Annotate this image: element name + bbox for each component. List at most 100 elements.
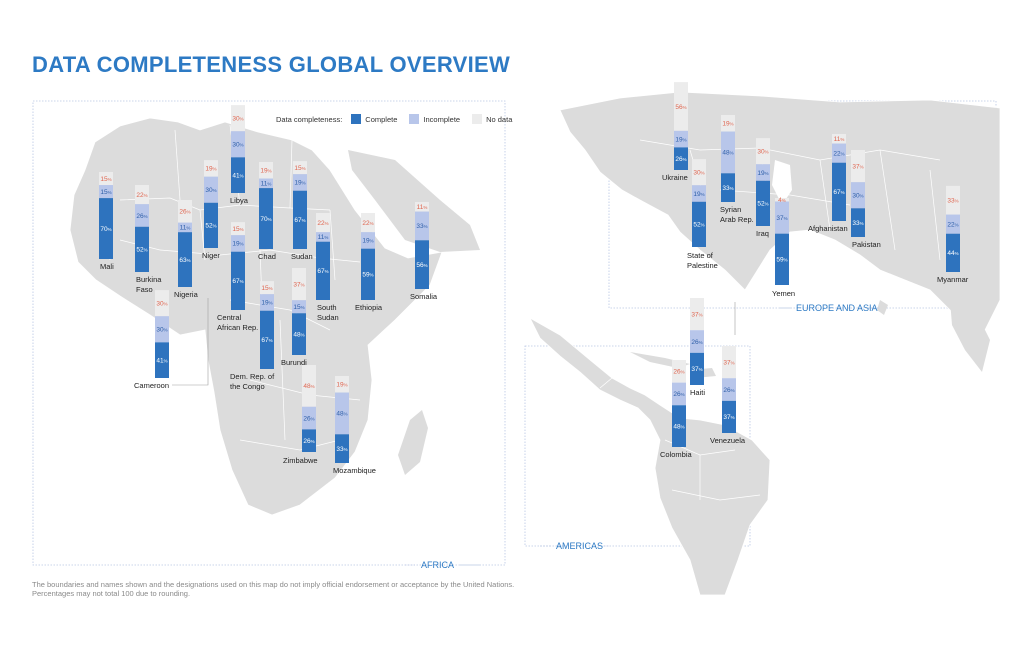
- bar-nodata-iraq: [756, 138, 770, 165]
- value-incomplete-mozambique: 48%: [336, 411, 347, 418]
- value-nodata-zimbabwe: 48%: [303, 383, 314, 390]
- bar-nodata-somalia: [415, 202, 429, 212]
- bar-incomplete-dem-rep-of-the-congo: [260, 294, 274, 311]
- legend-item-complete: Complete: [351, 114, 397, 124]
- bar-incomplete-myanmar: [946, 214, 960, 234]
- bar-incomplete-colombia: [672, 382, 686, 406]
- caspian-sea: [772, 160, 792, 205]
- country-label-niger: Niger: [202, 251, 220, 260]
- country-label-chad: Chad: [258, 252, 276, 261]
- value-nodata-sudan: 15%: [294, 165, 305, 172]
- value-incomplete-nigeria: 11%: [180, 225, 191, 232]
- legend-label-nodata: No data: [486, 114, 513, 124]
- value-complete-dem-rep-of-the-congo: 67%: [261, 337, 272, 344]
- country-label-colombia: Colombia: [660, 450, 692, 459]
- value-complete-afghanistan: 67%: [833, 189, 844, 196]
- bar-nodata-burundi: [292, 268, 306, 301]
- value-nodata-dem-rep-of-the-congo: 15%: [261, 285, 272, 292]
- value-nodata-iraq: 30%: [757, 148, 768, 155]
- bar-nodata-south-sudan: [316, 213, 330, 233]
- value-nodata-south-sudan: 22%: [317, 220, 328, 227]
- bar-nodata-colombia: [672, 360, 686, 383]
- value-complete-venezuela: 37%: [723, 414, 734, 421]
- value-complete-iraq: 52%: [757, 201, 768, 208]
- bar-complete-chad: [259, 188, 273, 249]
- bar-complete-central-african-rep: [231, 251, 245, 310]
- value-nodata-haiti: 37%: [691, 311, 702, 318]
- bar-complete-niger: [204, 202, 218, 248]
- bar-nodata-state-of-palestine: [692, 159, 706, 186]
- bar-incomplete-ukraine: [674, 130, 688, 148]
- bar-incomplete-iraq: [756, 164, 770, 181]
- bar-nodata-ethiopia: [361, 213, 375, 233]
- country-label-iraq: Iraq: [756, 229, 769, 238]
- bar-complete-ukraine: [674, 147, 688, 170]
- bar-nodata-libya: [231, 105, 245, 132]
- bar-incomplete-ethiopia: [361, 232, 375, 249]
- bar-incomplete-somalia: [415, 211, 429, 241]
- value-complete-somalia: 56%: [416, 262, 427, 269]
- value-incomplete-colombia: 26%: [673, 391, 684, 398]
- arabia-landmass: [348, 150, 480, 252]
- bar-incomplete-venezuela: [722, 378, 736, 401]
- value-complete-colombia: 48%: [673, 423, 684, 430]
- sri-lanka-landmass: [877, 300, 888, 315]
- bar-nodata-haiti: [690, 298, 704, 331]
- bar-incomplete-afghanistan: [832, 143, 846, 163]
- bar-incomplete-burkina-faso: [135, 204, 149, 227]
- country-label-libya: Libya: [230, 196, 248, 205]
- value-complete-sudan: 67%: [294, 217, 305, 224]
- bar-complete-dem-rep-of-the-congo: [260, 310, 274, 369]
- value-incomplete-haiti: 26%: [691, 339, 702, 346]
- value-nodata-ukraine: 56%: [675, 104, 686, 111]
- country-label-dem-rep-of-the-congo: Dem. Rep. of the Congo: [230, 372, 275, 391]
- legend-label-incomplete: Incomplete: [423, 114, 461, 124]
- value-incomplete-chad: 11%: [261, 181, 272, 188]
- value-nodata-chad: 19%: [260, 168, 271, 175]
- legend-item-nodata: No data: [472, 114, 512, 124]
- value-complete-central-african-rep: 67%: [232, 278, 243, 285]
- bar-complete-mali: [99, 198, 113, 259]
- value-complete-mozambique: 33%: [336, 446, 347, 453]
- value-nodata-libya: 30%: [232, 115, 243, 122]
- bar-nodata-mozambique: [335, 376, 349, 393]
- country-label-ethiopia: Ethiopia: [355, 303, 383, 312]
- value-nodata-pakistan: 37%: [852, 163, 863, 170]
- bar-complete-ethiopia: [361, 248, 375, 300]
- bar-nodata-niger: [204, 160, 218, 177]
- region-label-africa: AFRICA: [421, 560, 455, 570]
- bar-incomplete-cameroon: [155, 316, 169, 343]
- value-incomplete-niger: 30%: [205, 187, 216, 194]
- value-incomplete-afghanistan: 22%: [833, 150, 844, 157]
- value-complete-syrian-arab-rep: 33%: [722, 185, 733, 192]
- bar-nodata-ukraine: [674, 82, 688, 131]
- country-label-myanmar: Myanmar: [937, 275, 969, 284]
- bar-incomplete-chad: [259, 178, 273, 189]
- value-incomplete-dem-rep-of-the-congo: 19%: [261, 300, 272, 307]
- value-nodata-venezuela: 37%: [723, 359, 734, 366]
- value-incomplete-cameroon: 30%: [156, 327, 167, 334]
- value-incomplete-myanmar: 22%: [947, 221, 958, 228]
- page-title: DATA COMPLETENESS GLOBAL OVERVIEW: [32, 52, 511, 77]
- value-complete-haiti: 37%: [691, 366, 702, 373]
- region-label-americas: AMERICAS: [556, 541, 604, 551]
- value-incomplete-yemen: 37%: [776, 215, 787, 222]
- footnote: The boundaries and names shown and the d…: [32, 580, 515, 598]
- americas-borders: [599, 377, 761, 501]
- bar-complete-iraq: [756, 180, 770, 226]
- value-incomplete-ethiopia: 19%: [362, 238, 373, 245]
- bar-incomplete-yemen: [775, 201, 789, 234]
- country-label-zimbabwe: Zimbabwe: [283, 456, 318, 465]
- bar-nodata-sudan: [293, 161, 307, 175]
- bar-complete-burundi: [292, 313, 306, 355]
- bar-incomplete-central-african-rep: [231, 235, 245, 252]
- bar-complete-zimbabwe: [302, 429, 316, 452]
- value-nodata-syrian-arab-rep: 19%: [722, 121, 733, 128]
- legend: Data completeness: Complete Incomplete N…: [276, 114, 524, 124]
- bar-nodata-pakistan: [851, 150, 865, 183]
- bar-incomplete-burundi: [292, 300, 306, 314]
- bar-nodata-cameroon: [155, 290, 169, 317]
- bar-incomplete-pakistan: [851, 182, 865, 209]
- value-complete-state-of-palestine: 52%: [693, 222, 704, 229]
- region-label-separators: [405, 307, 880, 566]
